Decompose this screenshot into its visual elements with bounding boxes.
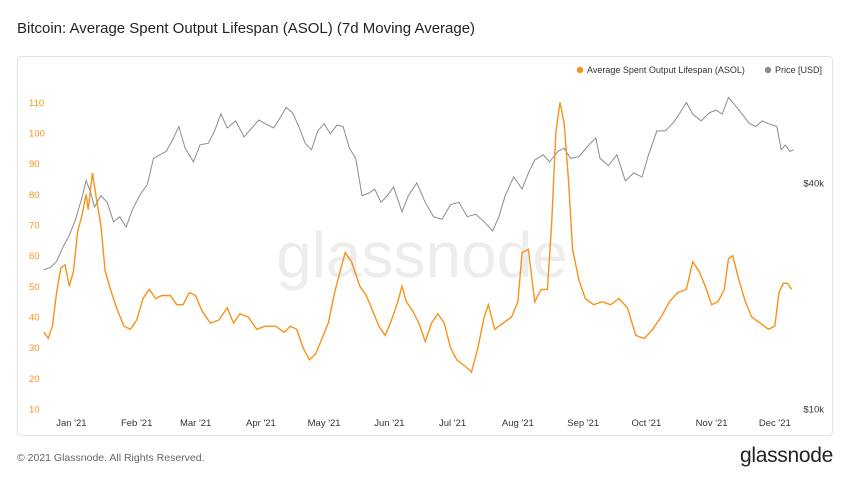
legend-asol-marker[interactable] <box>576 66 584 74</box>
x-tick-label: Aug '21 <box>502 418 534 429</box>
x-tick-label: Sep '21 <box>567 418 599 429</box>
y-left-tick-label: 60 <box>29 251 40 262</box>
legend: Average Spent Output Lifespan (ASOL) Pri… <box>576 65 822 75</box>
x-tick-label: Feb '21 <box>121 418 152 429</box>
chart-title: Bitcoin: Average Spent Output Lifespan (… <box>17 20 476 37</box>
x-tick-label: Jan '21 <box>56 418 86 429</box>
y-right-tick-label: $40k <box>803 178 824 189</box>
y-left-tick-label: 70 <box>29 221 40 232</box>
y-left-tick-label: 40 <box>29 313 40 324</box>
copyright-text: © 2021 Glassnode. All Rights Reserved. <box>17 452 205 464</box>
right-axis: $10k $40k <box>803 178 824 415</box>
legend-asol-label[interactable]: Average Spent Output Lifespan (ASOL) <box>587 65 745 75</box>
chart-canvas: glassnode Average Spent Output Lifespan … <box>29 65 824 429</box>
y-left-tick-label: 110 <box>29 98 44 109</box>
x-tick-label: Dec '21 <box>759 418 791 429</box>
y-left-tick-label: 100 <box>29 129 45 140</box>
x-tick-label: Mar '21 <box>180 418 211 429</box>
watermark: glassnode <box>276 219 568 291</box>
glassnode-logo[interactable]: glassnode <box>739 444 833 467</box>
legend-price-label[interactable]: Price [USD] <box>775 65 822 75</box>
y-left-tick-label: 10 <box>29 405 40 416</box>
chart-panel: glassnode Average Spent Output Lifespan … <box>17 56 833 436</box>
legend-price-marker[interactable] <box>764 66 772 74</box>
y-left-tick-label: 50 <box>29 282 40 293</box>
x-tick-label: Jun '21 <box>374 418 404 429</box>
left-axis: 10 20 30 40 50 60 70 80 90 100 110 <box>29 98 45 416</box>
x-tick-label: Nov '21 <box>696 418 728 429</box>
y-left-tick-label: 30 <box>29 343 40 354</box>
y-left-tick-label: 90 <box>29 159 40 170</box>
x-axis: Jan '21 Feb '21 Mar '21 Apr '21 May '21 Jun '… <box>56 418 791 429</box>
x-tick-label: Apr '21 <box>246 418 276 429</box>
x-tick-label: Jul '21 <box>439 418 466 429</box>
y-left-tick-label: 80 <box>29 190 40 201</box>
y-left-tick-label: 20 <box>29 374 40 385</box>
x-tick-label: May '21 <box>308 418 341 429</box>
y-right-tick-label: $10k <box>803 405 824 416</box>
series-line-asol[interactable] <box>43 102 793 374</box>
x-tick-label: Oct '21 <box>631 418 661 429</box>
series-line-price[interactable] <box>43 96 794 271</box>
